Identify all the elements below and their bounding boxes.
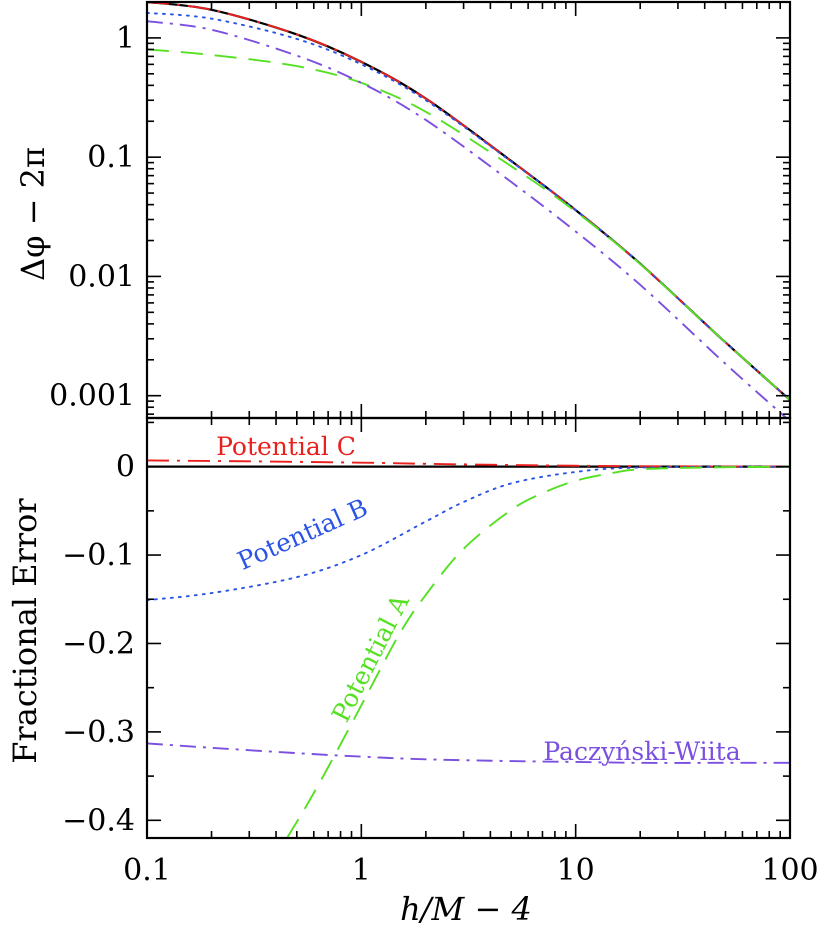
bottom-series-paczynski-wiita <box>147 742 790 764</box>
top-series-exact <box>147 2 790 401</box>
label-potential-b: Potential B <box>233 493 372 576</box>
bottom-y-tick-label: −0.4 <box>62 803 135 838</box>
bottom-panel: 0 −0.1 −0.2 −0.3 −0.4 0.1 1 10 100 Fractional E… <box>6 416 819 928</box>
x-axis-title: h/M − 4 <box>400 890 532 928</box>
x-tick-label: 100 <box>761 853 818 888</box>
bottom-plot-frame <box>145 416 792 840</box>
label-paczynski-wiita: Paczyński-Wiita <box>543 737 740 766</box>
x-tick-label: 0.1 <box>123 853 171 888</box>
top-series-paczynski-wiita <box>147 20 788 418</box>
top-series-potential-b <box>147 11 790 401</box>
top-panel: 0.001 0.01 0.1 1 Δφ − 2π <box>14 0 792 420</box>
bottom-y-axis-title: Fractional Error <box>6 498 44 764</box>
top-series-potential-c <box>147 2 790 401</box>
label-potential-a: Potential A <box>326 589 415 727</box>
bottom-y-tick-label: −0.2 <box>62 626 135 661</box>
top-y-tick-label: 0.01 <box>68 259 135 294</box>
bottom-series-potential-a <box>286 465 790 838</box>
top-y-axis-title: Δφ − 2π <box>14 147 52 281</box>
x-tick-label: 1 <box>352 853 371 888</box>
top-y-tick-label: 0.1 <box>87 140 135 175</box>
bottom-series-potential-c <box>147 459 790 468</box>
x-tick-label: 10 <box>557 853 595 888</box>
bottom-y-tick-label: 0 <box>116 450 135 485</box>
bottom-y-tick-label: −0.1 <box>62 538 135 573</box>
top-y-tick-label: 0.001 <box>49 379 135 414</box>
bottom-series-potential-b <box>147 465 790 602</box>
top-plot-frame <box>145 0 792 420</box>
top-y-tick-label: 1 <box>116 21 135 56</box>
label-potential-c: Potential C <box>216 432 356 461</box>
top-series-potential-a <box>147 48 790 401</box>
bottom-y-tick-label: −0.3 <box>62 715 135 750</box>
